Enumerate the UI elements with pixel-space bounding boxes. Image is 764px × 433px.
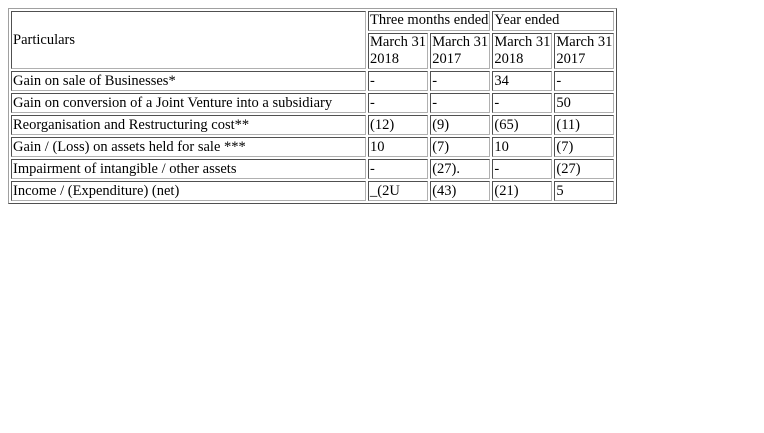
particulars-header: Particulars [11, 11, 366, 69]
cell-value: 10 [492, 137, 553, 157]
year-ended-header: Year ended [492, 11, 615, 31]
row-label: Gain on conversion of a Joint Venture in… [11, 93, 366, 113]
date-header-year: 2017 [556, 51, 586, 67]
header-row-groups: Particulars Three months ended Year ende… [11, 11, 615, 69]
table-row: Gain / (Loss) on assets held for sale **… [11, 137, 615, 157]
cell-value: (7) [554, 137, 615, 157]
cell-value: - [368, 93, 429, 113]
row-label: Gain / (Loss) on assets held for sale **… [11, 137, 366, 157]
cell-value: 10 [368, 137, 429, 157]
cell-value: (11) [554, 115, 615, 135]
cell-value: (12) [368, 115, 429, 135]
row-label: Gain on sale of Businesses* [11, 71, 366, 91]
date-header: March 31 2017 [554, 33, 615, 69]
table-row: Gain on sale of Businesses* - - 34 - [11, 71, 615, 91]
date-header-year: 2018 [370, 51, 399, 67]
cell-value: 34 [492, 71, 553, 91]
cell-value: (27). [430, 159, 491, 179]
row-label: Impairment of intangible / other assets [11, 159, 366, 179]
three-months-ended-header: Three months ended [368, 11, 491, 31]
cell-value: (7) [430, 137, 491, 157]
date-header: March 31 2018 [368, 33, 429, 69]
cell-value: - [368, 159, 429, 179]
cell-value: (65) [492, 115, 553, 135]
cell-value: - [430, 93, 491, 113]
date-header-year: 2017 [432, 51, 462, 67]
cell-value: _(2U [368, 181, 429, 201]
date-header-year: 2018 [494, 51, 524, 67]
date-header: March 31 2018 [492, 33, 553, 69]
date-header-month: March 31 [432, 34, 489, 50]
date-header-month: March 31 [370, 34, 426, 50]
cell-value: - [554, 71, 615, 91]
table-row: Gain on conversion of a Joint Venture in… [11, 93, 615, 113]
row-label: Reorganisation and Restructuring cost** [11, 115, 366, 135]
date-header-month: March 31 [556, 34, 613, 50]
cell-value: (21) [492, 181, 553, 201]
header-row-dates: March 31 2018 March 31 2017 March 31 201… [11, 33, 615, 69]
cell-value: - [430, 71, 491, 91]
cell-value: (43) [430, 181, 491, 201]
table-row: Income / (Expenditure) (net) _(2U (43) (… [11, 181, 615, 201]
table-row: Impairment of intangible / other assets … [11, 159, 615, 179]
cell-value: (27) [554, 159, 615, 179]
table-row: Reorganisation and Restructuring cost** … [11, 115, 615, 135]
cell-value: 5 [554, 181, 615, 201]
date-header-month: March 31 [494, 34, 551, 50]
date-header: March 31 2017 [430, 33, 491, 69]
cell-value: (9) [430, 115, 491, 135]
financial-items-table: Particulars Three months ended Year ende… [8, 8, 618, 204]
cell-value: - [492, 93, 553, 113]
cell-value: - [368, 71, 429, 91]
cell-value: 50 [554, 93, 615, 113]
row-label: Income / (Expenditure) (net) [11, 181, 366, 201]
cell-value: - [492, 159, 553, 179]
